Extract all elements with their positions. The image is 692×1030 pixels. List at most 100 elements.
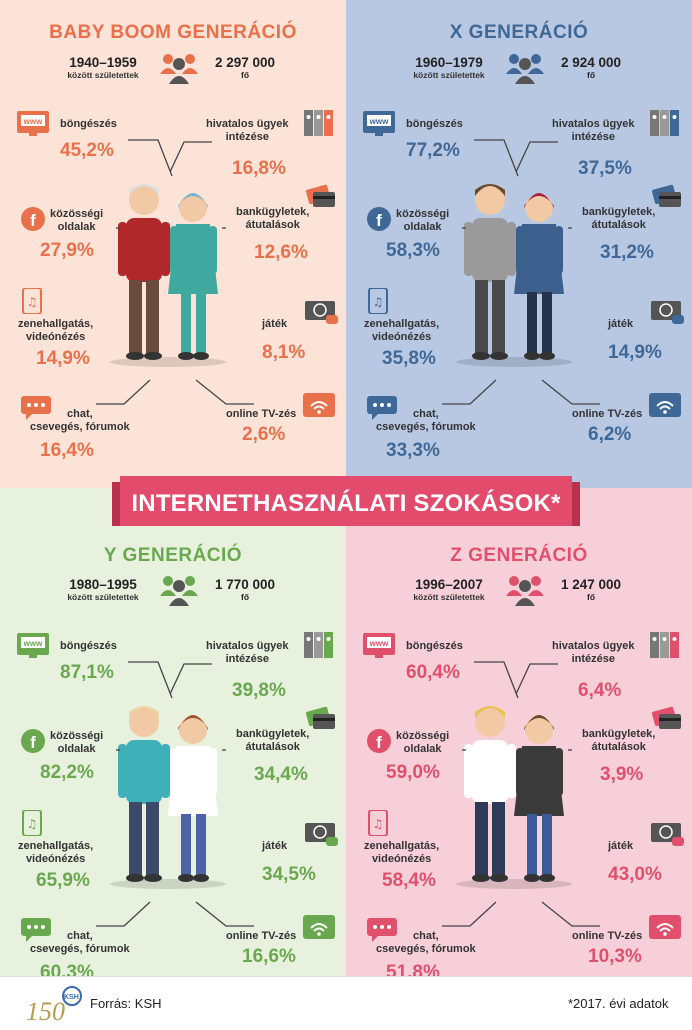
birth-years: 1960–1979 között születettek [394,55,504,80]
files-icon [648,110,682,136]
online-tv-label: online TV-zés [226,930,296,943]
banking-label-line: átutalások [591,219,646,231]
social-media-label-line: oldalak [403,221,442,233]
music-icon: ♫ [362,287,396,315]
browsing-label-line: böngészés [60,640,117,652]
government-services-label: hivatalos ügyek intézése [206,118,289,144]
chat-forums-label: chat, csevegés, fórumok [30,408,130,434]
title-banner [112,476,580,526]
gaming-label-line: játék [608,318,634,330]
government-services-value: 37,5% [578,158,632,179]
music-video-label-line: videónézés [371,853,432,865]
chat-icon [366,394,400,420]
online-tv-value: 10,3% [588,946,642,967]
social-media-label-line: közösségi [50,208,104,220]
government-services-label-line: intézése [225,131,269,143]
z-generation-panel: Z GENERÁCIÓ 1996–2007 között születettek 1 … [346,488,692,983]
browsing-value: 87,1% [60,662,114,683]
music-video-label: zenehallgatás, videónézés [18,840,93,866]
chat-forums-label: chat, csevegés, fórumok [376,930,476,956]
bank-card-icon [650,184,684,210]
gaming-label-line: játék [262,840,288,852]
music-video-label: zenehallgatás, videónézés [364,318,439,344]
banking-label-line: átutalások [591,741,646,753]
files-icon [648,632,682,658]
banking-label-line: átutalások [245,741,300,753]
social-media-value: 58,3% [386,240,440,261]
game-icon [650,822,684,848]
population-unit: fő [586,70,596,80]
browsing-value: 77,2% [406,140,460,161]
gaming-label-line: játék [608,840,634,852]
browsing-label: böngészés [60,118,117,131]
music-video-label-line: videónézés [25,331,86,343]
chat-forums-label-line: csevegés, fórumok [376,943,476,955]
social-media-label: közösségi oldalak [50,208,103,234]
browsing-label: böngészés [406,118,463,131]
svg-text:♫: ♫ [373,295,384,309]
footnote-text: *2017. évi adatok [568,996,669,1011]
born-label: között születettek [413,592,485,602]
banking-label: bankügyletek, átutalások [236,206,309,232]
svg-text:f: f [376,733,382,752]
chat-forums-label-line: chat, [66,930,93,942]
banking-label: bankügyletek, átutalások [582,728,655,754]
music-video-value: 58,4% [382,870,436,891]
population-unit: fő [240,592,250,602]
banking-value: 34,4% [254,764,308,785]
svg-text:KSH: KSH [64,994,79,1001]
music-icon: ♫ [362,809,396,837]
www-icon: www [362,632,396,658]
chat-forums-label: chat, csevegés, fórumok [376,408,476,434]
banking-label: bankügyletek, átutalások [582,206,655,232]
population-value: 1 247 000 [560,577,622,592]
music-video-label-line: videónézés [371,331,432,343]
social-media-label-line: közösségi [396,730,450,742]
birth-years: 1940–1959 között születettek [48,55,158,80]
music-video-label-line: zenehallgatás, [364,840,440,852]
people-icon [157,572,201,606]
music-icon: ♫ [16,287,50,315]
banking-label-line: bankügyletek, [582,206,656,218]
music-video-label-line: zenehallgatás, [18,840,94,852]
born-label: között születettek [67,70,139,80]
browsing-label-line: böngészés [406,640,463,652]
born-label: között születettek [67,592,139,602]
people-icon [503,572,547,606]
gaming-value: 34,5% [262,864,316,885]
svg-text:♫: ♫ [27,817,38,831]
online-tv-label: online TV-zés [572,408,642,421]
online-tv-icon [648,914,682,940]
y-generation-panel: Y GENERÁCIÓ 1980–1995 között születettek 1 … [0,488,346,983]
facebook-icon: f [16,728,50,754]
years-value: 1940–1959 [69,55,137,70]
government-services-value: 6,4% [578,680,622,701]
social-media-label-line: oldalak [57,743,96,755]
government-services-label-line: intézése [225,653,269,665]
born-label: között születettek [413,70,485,80]
svg-text:www: www [23,117,43,126]
population: 1 770 000 fő [205,577,285,602]
www-icon: www [16,110,50,136]
svg-text:f: f [30,211,36,230]
footer [0,976,692,1030]
generation-title: BABY BOOM GENERÁCIÓ [49,22,297,43]
connector-lines [96,661,254,927]
population: 2 297 000 fő [205,55,285,80]
online-tv-value: 6,2% [588,424,632,445]
gaming-label: játék [262,840,287,853]
banking-label: bankügyletek, átutalások [236,728,309,754]
population-unit: fő [240,70,250,80]
social-media-label: közösségi oldalak [50,730,103,756]
government-services-value: 16,8% [232,158,286,179]
www-icon: www [362,110,396,136]
facebook-icon: f [362,728,396,754]
birth-years: 1996–2007 között születettek [394,577,504,602]
population: 1 247 000 fő [551,577,631,602]
population-value: 2 924 000 [560,55,622,70]
online-tv-label-line: online TV-zés [226,930,297,942]
chat-forums-label-line: csevegés, fórumok [376,421,476,433]
chat-forums-label-line: csevegés, fórumok [30,421,130,433]
facebook-icon: f [362,206,396,232]
years-value: 1980–1995 [69,577,137,592]
